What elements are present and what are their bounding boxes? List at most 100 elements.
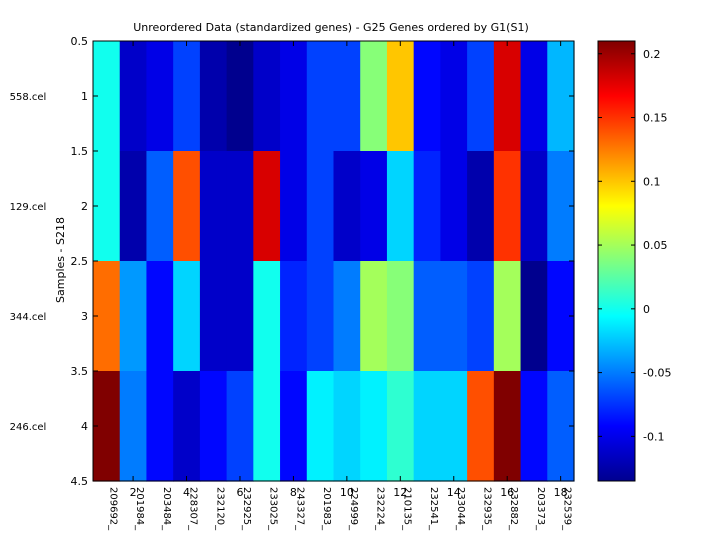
heatmap-cell (253, 371, 281, 482)
heatmap-cell (253, 151, 281, 262)
heatmap-cell (226, 371, 254, 482)
heatmap-cell (413, 371, 441, 482)
column-label: 232541_ (428, 487, 439, 531)
row-label: 344.cel (10, 312, 47, 323)
column-label: 232882_ (508, 487, 519, 531)
heatmap-cell (226, 151, 254, 262)
y-tick-label: 1.5 (71, 145, 89, 158)
heatmap-cell (199, 261, 228, 372)
x-tick-label: 2 (130, 486, 137, 499)
x-tick-label: 14 (447, 486, 461, 499)
y-tick-label: 3.5 (71, 365, 89, 378)
heatmap-cell (493, 371, 522, 482)
heatmap-cell (467, 41, 495, 152)
heatmap-cell (253, 41, 281, 152)
colorbar-tick-label: -0.1 (643, 430, 664, 443)
heatmap-cell (520, 151, 548, 262)
heatmap-cell (386, 41, 415, 152)
column-label: 232120_ (214, 487, 225, 531)
heatmap-cell (360, 151, 388, 262)
heatmap-cell (386, 371, 415, 482)
heatmap-cell (146, 261, 174, 372)
heatmap-cell (333, 151, 361, 262)
colorbar-tick-label: 0.2 (643, 48, 661, 61)
chart-title: Unreordered Data (standardized genes) - … (133, 21, 529, 34)
y-tick-label: 2 (81, 200, 88, 213)
heatmap-cell (199, 371, 228, 482)
y-tick-label: 2.5 (71, 255, 89, 268)
row-labels: 558.cel 129.cel 344.cel 246.cel (10, 92, 47, 433)
x-tick-label: 8 (290, 486, 297, 499)
heatmap-cell (360, 41, 388, 152)
heatmap-cell (306, 151, 335, 262)
heatmap-cell (467, 371, 495, 482)
heatmap-cell (493, 261, 522, 372)
heatmap-cell (333, 371, 361, 482)
colorbar-tick-label: -0.05 (643, 367, 671, 380)
x-tick-label: 4 (183, 486, 190, 499)
y-tick-label: 3 (81, 310, 88, 323)
heatmap-cell (280, 151, 308, 262)
heatmap-cell (520, 41, 548, 152)
heatmap-cell (467, 261, 495, 372)
heatmap-cell (280, 371, 308, 482)
column-label: 228307_ (188, 487, 199, 531)
heatmap-cell (173, 371, 201, 482)
heatmap-cell (413, 41, 441, 152)
heatmap-cell (119, 151, 148, 262)
column-label: 209692_ (107, 487, 118, 531)
heatmap-cell (119, 41, 148, 152)
y-axis-label: Samples - S218 (54, 217, 67, 303)
heatmap-cell (199, 41, 228, 152)
y-tick-label: 0.5 (71, 35, 89, 48)
heatmap-cell (173, 41, 201, 152)
column-label: 232539_ (562, 487, 573, 531)
heatmap-cell (440, 371, 468, 482)
colorbar-tick-label: 0.15 (643, 112, 668, 125)
row-label: 129.cel (10, 202, 47, 213)
heatmap-cell (360, 371, 388, 482)
x-tick-label: 18 (554, 486, 568, 499)
heatmap-cell (360, 261, 388, 372)
heatmap-cell (119, 261, 148, 372)
column-labels: 209692_ 201984_ 203484_ 228307_ 232120_ 23292… (107, 487, 572, 531)
heatmap-cell (520, 261, 548, 372)
heatmap-cell (306, 41, 335, 152)
heatmap-cell (413, 151, 441, 262)
row-label: 558.cel (10, 92, 47, 103)
column-label: 232224_ (375, 487, 386, 531)
heatmap-cell (493, 151, 522, 262)
colorbar (597, 40, 636, 482)
column-label: 203373_ (535, 487, 546, 531)
y-tick-label: 4 (81, 420, 88, 433)
heatmap-cell (333, 41, 361, 152)
column-label: 201984_ (134, 487, 145, 531)
heatmap-cell (119, 371, 148, 482)
heatmap-cell (440, 261, 468, 372)
column-label: 210135_ (401, 487, 412, 531)
heatmap-cell (413, 261, 441, 372)
y-tick-label: 4.5 (71, 475, 89, 488)
y-axis-ticks: 0.5 1 1.5 2 2.5 3 3.5 4 4.5 (71, 35, 574, 488)
column-label: 232925_ (241, 487, 252, 531)
heatmap-cell (199, 151, 228, 262)
heatmap-cell (493, 41, 522, 152)
heatmap-cell (386, 261, 415, 372)
heatmap-cell (440, 41, 468, 152)
heatmap-cell (306, 261, 335, 372)
heatmap-cell (173, 261, 201, 372)
heatmap-cell (440, 151, 468, 262)
heatmap-cell (226, 261, 254, 372)
heatmap-cell (386, 151, 415, 262)
column-label: 224999_ (348, 487, 359, 531)
x-tick-label: 16 (500, 486, 514, 499)
colorbar-tick-label: 0 (643, 303, 650, 316)
colorbar-tick-label: 0.05 (643, 239, 668, 252)
heatmap-cell (146, 41, 174, 152)
heatmap-cell (173, 151, 201, 262)
heatmap-cell (333, 261, 361, 372)
column-label: 203484_ (161, 487, 172, 531)
column-label: 233044_ (455, 487, 466, 531)
x-tick-label: 12 (393, 486, 407, 499)
